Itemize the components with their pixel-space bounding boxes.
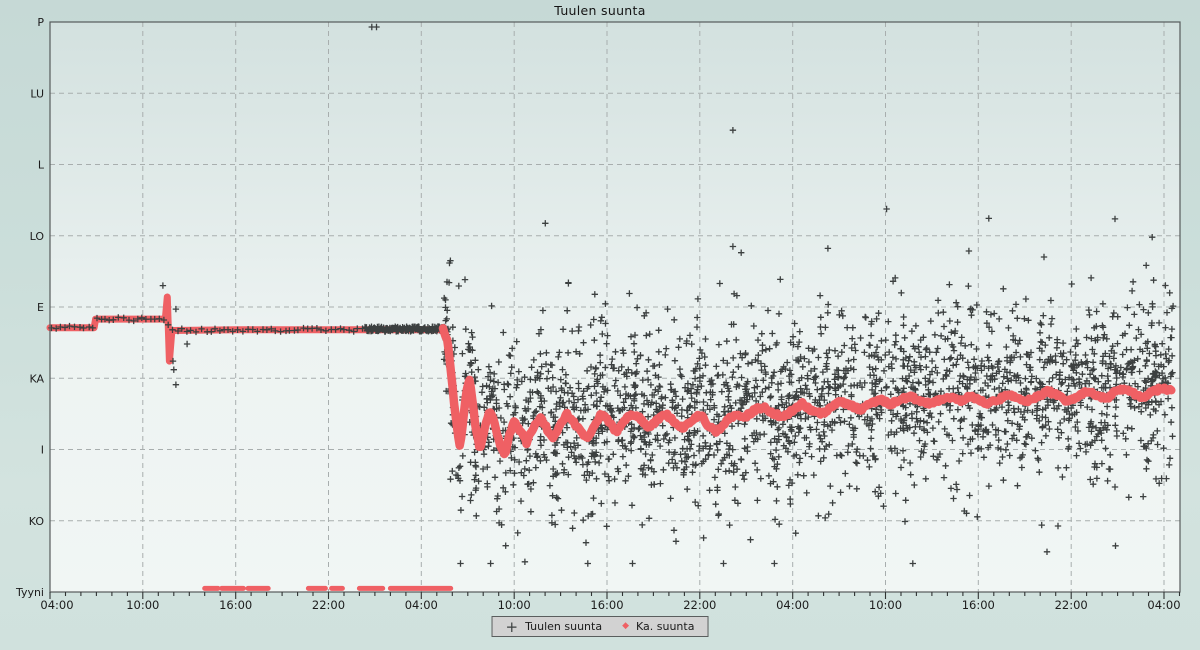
x-tick-label: 22:00 [683,598,716,612]
plot-area [50,22,1180,592]
x-axis-ticks [49,592,1181,599]
diamond-marker-icon: ◆ [622,621,630,631]
x-tick-label: 22:00 [1055,598,1088,612]
y-axis-label: LO [30,230,45,243]
x-tick-label: 16:00 [590,598,623,612]
x-tick-label: 22:00 [312,598,345,612]
x-tick-label: 10:00 [498,598,531,612]
x-tick-label: 16:00 [219,598,252,612]
x-tick-label: 10:00 [126,598,159,612]
legend-item-tuulen-suunta: + Tuulen suunta [505,617,603,636]
y-axis-label: LU [30,87,44,100]
x-tick-label: 04:00 [40,598,73,612]
plot-border [49,21,1181,593]
y-axis-label: L [38,159,45,172]
x-tick-label: 04:00 [1147,598,1180,612]
legend-label-ka-suunta: Ka. suunta [636,620,695,633]
legend-item-ka-suunta: ◆ Ka. suunta [622,620,694,633]
plus-marker-icon: + [505,617,519,636]
legend-label-tuulen-suunta: Tuulen suunta [525,620,603,633]
y-axis-label: I [41,444,44,457]
y-axis-label: E [37,301,44,314]
y-axis-label: Tyyni [15,586,44,599]
x-tick-label: 10:00 [869,598,902,612]
y-axis-label: P [37,16,44,29]
avg-direction-line [438,324,1176,459]
x-tick-label: 04:00 [405,598,438,612]
chart-title: Tuulen suunta [554,3,646,18]
y-axis-label: KA [29,372,44,385]
x-tick-label: 16:00 [962,598,995,612]
y-axis-label: KO [29,515,45,528]
legend: + Tuulen suunta ◆ Ka. suunta [491,616,709,637]
x-tick-label: 04:00 [776,598,809,612]
